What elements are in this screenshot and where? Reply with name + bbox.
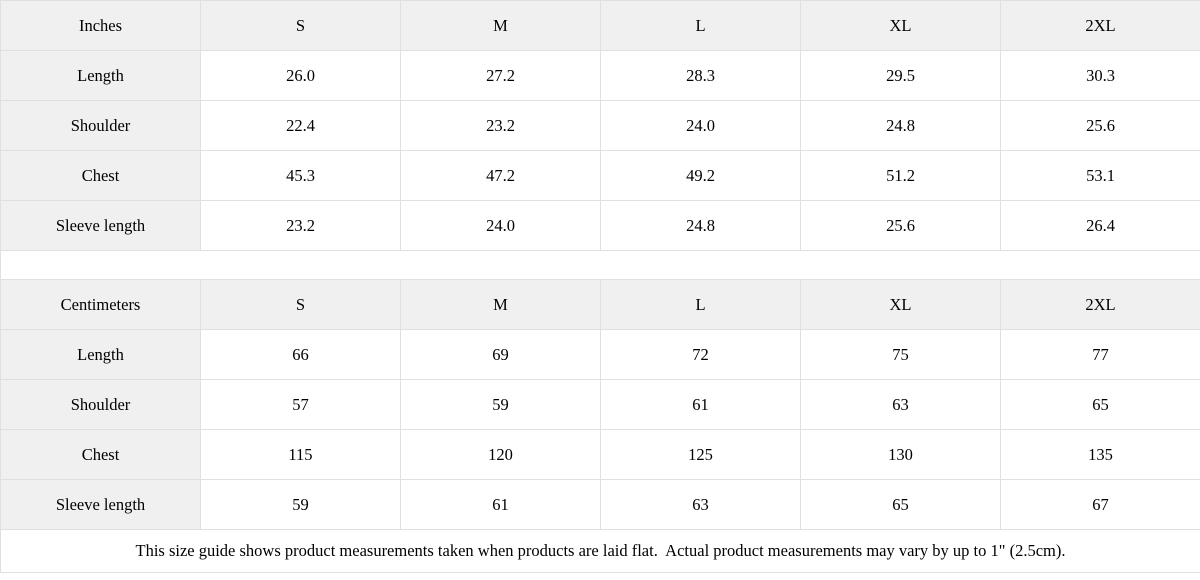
table-row: Length 66 69 72 75 77 [0, 329, 1200, 380]
measurement-value-cell: 66 [200, 329, 401, 380]
measurement-value-cell: 29.5 [800, 50, 1001, 101]
table-row: Shoulder 22.4 23.2 24.0 24.8 25.6 [0, 100, 1200, 151]
measurement-value-cell: 24.8 [800, 100, 1001, 151]
measurement-value-cell: 26.0 [200, 50, 401, 101]
measurement-label-cell: Chest [0, 150, 201, 201]
size-header-cell-2xl: 2XL [1000, 279, 1200, 330]
measurement-value-cell: 59 [200, 479, 401, 530]
measurement-value-cell: 65 [1000, 379, 1200, 430]
size-header-cell-l: L [600, 0, 801, 51]
table-row: Sleeve length 59 61 63 65 67 [0, 479, 1200, 530]
measurement-value-cell: 63 [800, 379, 1001, 430]
measurement-value-cell: 77 [1000, 329, 1200, 380]
measurement-label-cell: Shoulder [0, 379, 201, 430]
measurement-label-cell: Chest [0, 429, 201, 480]
measurement-value-cell: 67 [1000, 479, 1200, 530]
measurement-value-cell: 23.2 [200, 200, 401, 251]
measurement-value-cell: 27.2 [400, 50, 601, 101]
unit-header-cell-inches: Inches [0, 0, 201, 51]
size-header-cell-m: M [400, 0, 601, 51]
measurement-value-cell: 24.0 [400, 200, 601, 251]
measurement-value-cell: 24.8 [600, 200, 801, 251]
measurement-value-cell: 75 [800, 329, 1001, 380]
table-row: Length 26.0 27.2 28.3 29.5 30.3 [0, 50, 1200, 101]
measurement-value-cell: 49.2 [600, 150, 801, 201]
measurement-value-cell: 26.4 [1000, 200, 1200, 251]
measurement-value-cell: 115 [200, 429, 401, 480]
measurement-value-cell: 51.2 [800, 150, 1001, 201]
table-row: Chest 45.3 47.2 49.2 51.2 53.1 [0, 150, 1200, 201]
size-guide-note: This size guide shows product measuremen… [0, 529, 1200, 573]
measurement-value-cell: 47.2 [400, 150, 601, 201]
measurement-value-cell: 30.3 [1000, 50, 1200, 101]
measurement-value-cell: 53.1 [1000, 150, 1200, 201]
footer-note-row: This size guide shows product measuremen… [0, 529, 1200, 573]
measurement-value-cell: 28.3 [600, 50, 801, 101]
measurement-value-cell: 59 [400, 379, 601, 430]
table-row: Shoulder 57 59 61 63 65 [0, 379, 1200, 430]
measurement-value-cell: 57 [200, 379, 401, 430]
size-header-cell-xl: XL [800, 279, 1001, 330]
measurement-label-cell: Shoulder [0, 100, 201, 151]
measurement-value-cell: 23.2 [400, 100, 601, 151]
measurement-value-cell: 25.6 [800, 200, 1001, 251]
size-header-cell-xl: XL [800, 0, 1001, 51]
measurement-label-cell: Length [0, 329, 201, 380]
size-header-cell-l: L [600, 279, 801, 330]
measurement-value-cell: 45.3 [200, 150, 401, 201]
measurement-value-cell: 65 [800, 479, 1001, 530]
centimeters-header-row: Centimeters S M L XL 2XL [0, 279, 1200, 330]
measurement-value-cell: 135 [1000, 429, 1200, 480]
inches-header-row: Inches S M L XL 2XL [0, 0, 1200, 51]
table-row: Chest 115 120 125 130 135 [0, 429, 1200, 480]
measurement-value-cell: 120 [400, 429, 601, 480]
table-row: Sleeve length 23.2 24.0 24.8 25.6 26.4 [0, 200, 1200, 251]
measurement-label-cell: Length [0, 50, 201, 101]
measurement-value-cell: 22.4 [200, 100, 401, 151]
unit-header-cell-centimeters: Centimeters [0, 279, 201, 330]
measurement-value-cell: 61 [600, 379, 801, 430]
measurement-value-cell: 125 [600, 429, 801, 480]
measurement-value-cell: 69 [400, 329, 601, 380]
table-spacer [0, 250, 1200, 280]
measurement-value-cell: 61 [400, 479, 601, 530]
size-header-cell-m: M [400, 279, 601, 330]
table-spacer-row [0, 250, 1200, 280]
size-header-cell-2xl: 2XL [1000, 0, 1200, 51]
measurement-value-cell: 130 [800, 429, 1001, 480]
measurement-label-cell: Sleeve length [0, 479, 201, 530]
measurement-value-cell: 25.6 [1000, 100, 1200, 151]
measurement-value-cell: 72 [600, 329, 801, 380]
size-header-cell-s: S [200, 0, 401, 51]
measurement-value-cell: 24.0 [600, 100, 801, 151]
measurement-label-cell: Sleeve length [0, 200, 201, 251]
size-header-cell-s: S [200, 279, 401, 330]
measurement-value-cell: 63 [600, 479, 801, 530]
